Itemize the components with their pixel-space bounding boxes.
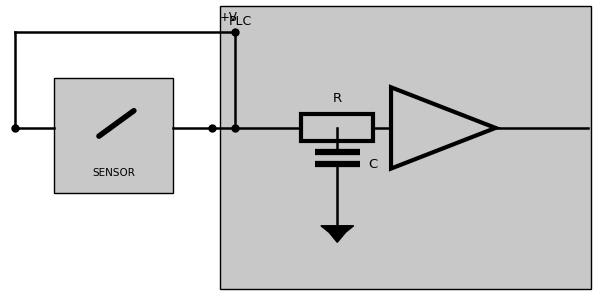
Bar: [220, 6, 591, 289]
Text: +V: +V: [220, 11, 238, 24]
Text: R: R: [333, 92, 342, 105]
Text: SENSOR: SENSOR: [92, 168, 135, 178]
Text: PLC: PLC: [229, 15, 252, 28]
Polygon shape: [321, 226, 353, 242]
Bar: [54, 78, 173, 193]
Bar: [301, 114, 373, 141]
Text: C: C: [368, 157, 378, 171]
Polygon shape: [391, 87, 496, 169]
